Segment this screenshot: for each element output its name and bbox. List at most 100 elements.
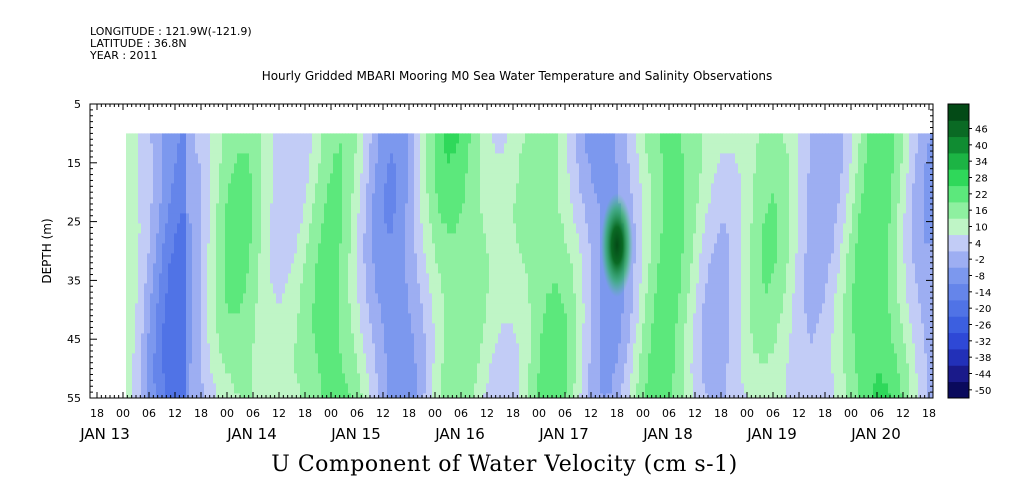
field-cell [543,143,547,154]
field-cell [288,363,292,374]
field-cell [360,373,364,384]
field-cell [639,333,643,344]
field-cell [390,183,394,194]
field-cell [165,233,169,244]
field-cell [402,133,406,144]
field-cell [270,253,274,264]
field-cell [657,273,661,284]
field-cell [555,333,559,344]
field-cell [132,373,136,384]
field-cell [327,283,331,294]
field-cell [360,203,364,214]
field-cell [126,283,130,294]
field-cell [678,283,682,294]
field-cell [576,223,580,234]
field-cell [495,253,499,264]
field-cell [603,183,607,194]
field-cell [264,293,268,304]
field-cell [345,163,349,174]
field-cell [615,143,619,154]
field-cell [297,363,301,374]
field-cell [225,323,229,334]
field-cell [663,143,667,154]
field-cell [567,353,571,364]
field-cell [405,243,409,254]
field-cell [534,213,538,224]
field-cell [462,313,466,324]
field-cell [303,333,307,344]
field-cell [264,353,268,364]
field-cell [678,323,682,334]
field-cell [141,333,145,344]
field-cell [480,133,484,144]
field-cell [558,153,562,164]
field-cell [495,333,499,344]
field-cell [543,353,547,364]
field-cell [666,313,670,324]
field-cell [492,143,496,154]
field-cell [180,343,184,354]
field-cell [243,193,247,204]
field-cell [213,173,217,184]
field-cell [546,373,550,384]
field-cell [393,363,397,374]
field-cell [264,253,268,264]
field-cell [633,343,637,354]
field-cell [159,273,163,284]
field-cell [651,343,655,354]
field-cell [174,133,178,144]
field-cell [387,173,391,184]
field-cell [414,223,418,234]
field-cell [186,283,190,294]
field-cell [174,253,178,264]
field-cell [366,203,370,214]
field-cell [357,353,361,364]
field-cell [225,163,229,174]
field-cell [285,393,289,399]
field-cell [450,273,454,284]
field-cell [360,293,364,304]
field-cell [156,363,160,374]
field-cell [336,303,340,314]
field-cell [492,373,496,384]
field-cell [522,153,526,164]
field-cell [231,393,235,399]
field-cell [327,203,331,214]
field-cell [528,193,532,204]
field-cell [285,303,289,314]
field-cell [132,383,136,394]
field-cell [564,333,568,344]
field-cell [408,173,412,184]
field-cell [249,373,253,384]
field-cell [543,253,547,264]
field-cell [255,273,259,284]
field-cell [459,163,463,174]
field-cell [522,243,526,254]
field-cell [234,143,238,154]
field-cell [456,303,460,314]
field-cell [315,203,319,214]
field-cell [522,283,526,294]
field-cell [138,233,142,244]
field-cell [408,383,412,394]
field-cell [519,373,523,384]
field-cell [246,203,250,214]
field-cell [279,163,283,174]
field-cell [600,223,604,234]
field-cell [462,283,466,294]
field-cell [351,293,355,304]
field-cell [393,283,397,294]
field-cell [630,143,634,154]
velocity-field [126,133,934,399]
field-cell [534,373,538,384]
field-cell [552,173,556,184]
field-cell [489,353,493,364]
field-cell [546,333,550,344]
field-cell [414,323,418,334]
field-cell [666,243,670,254]
field-cell [282,323,286,334]
field-cell [441,373,445,384]
field-cell [426,133,430,144]
field-cell [513,373,517,384]
field-cell [453,353,457,364]
